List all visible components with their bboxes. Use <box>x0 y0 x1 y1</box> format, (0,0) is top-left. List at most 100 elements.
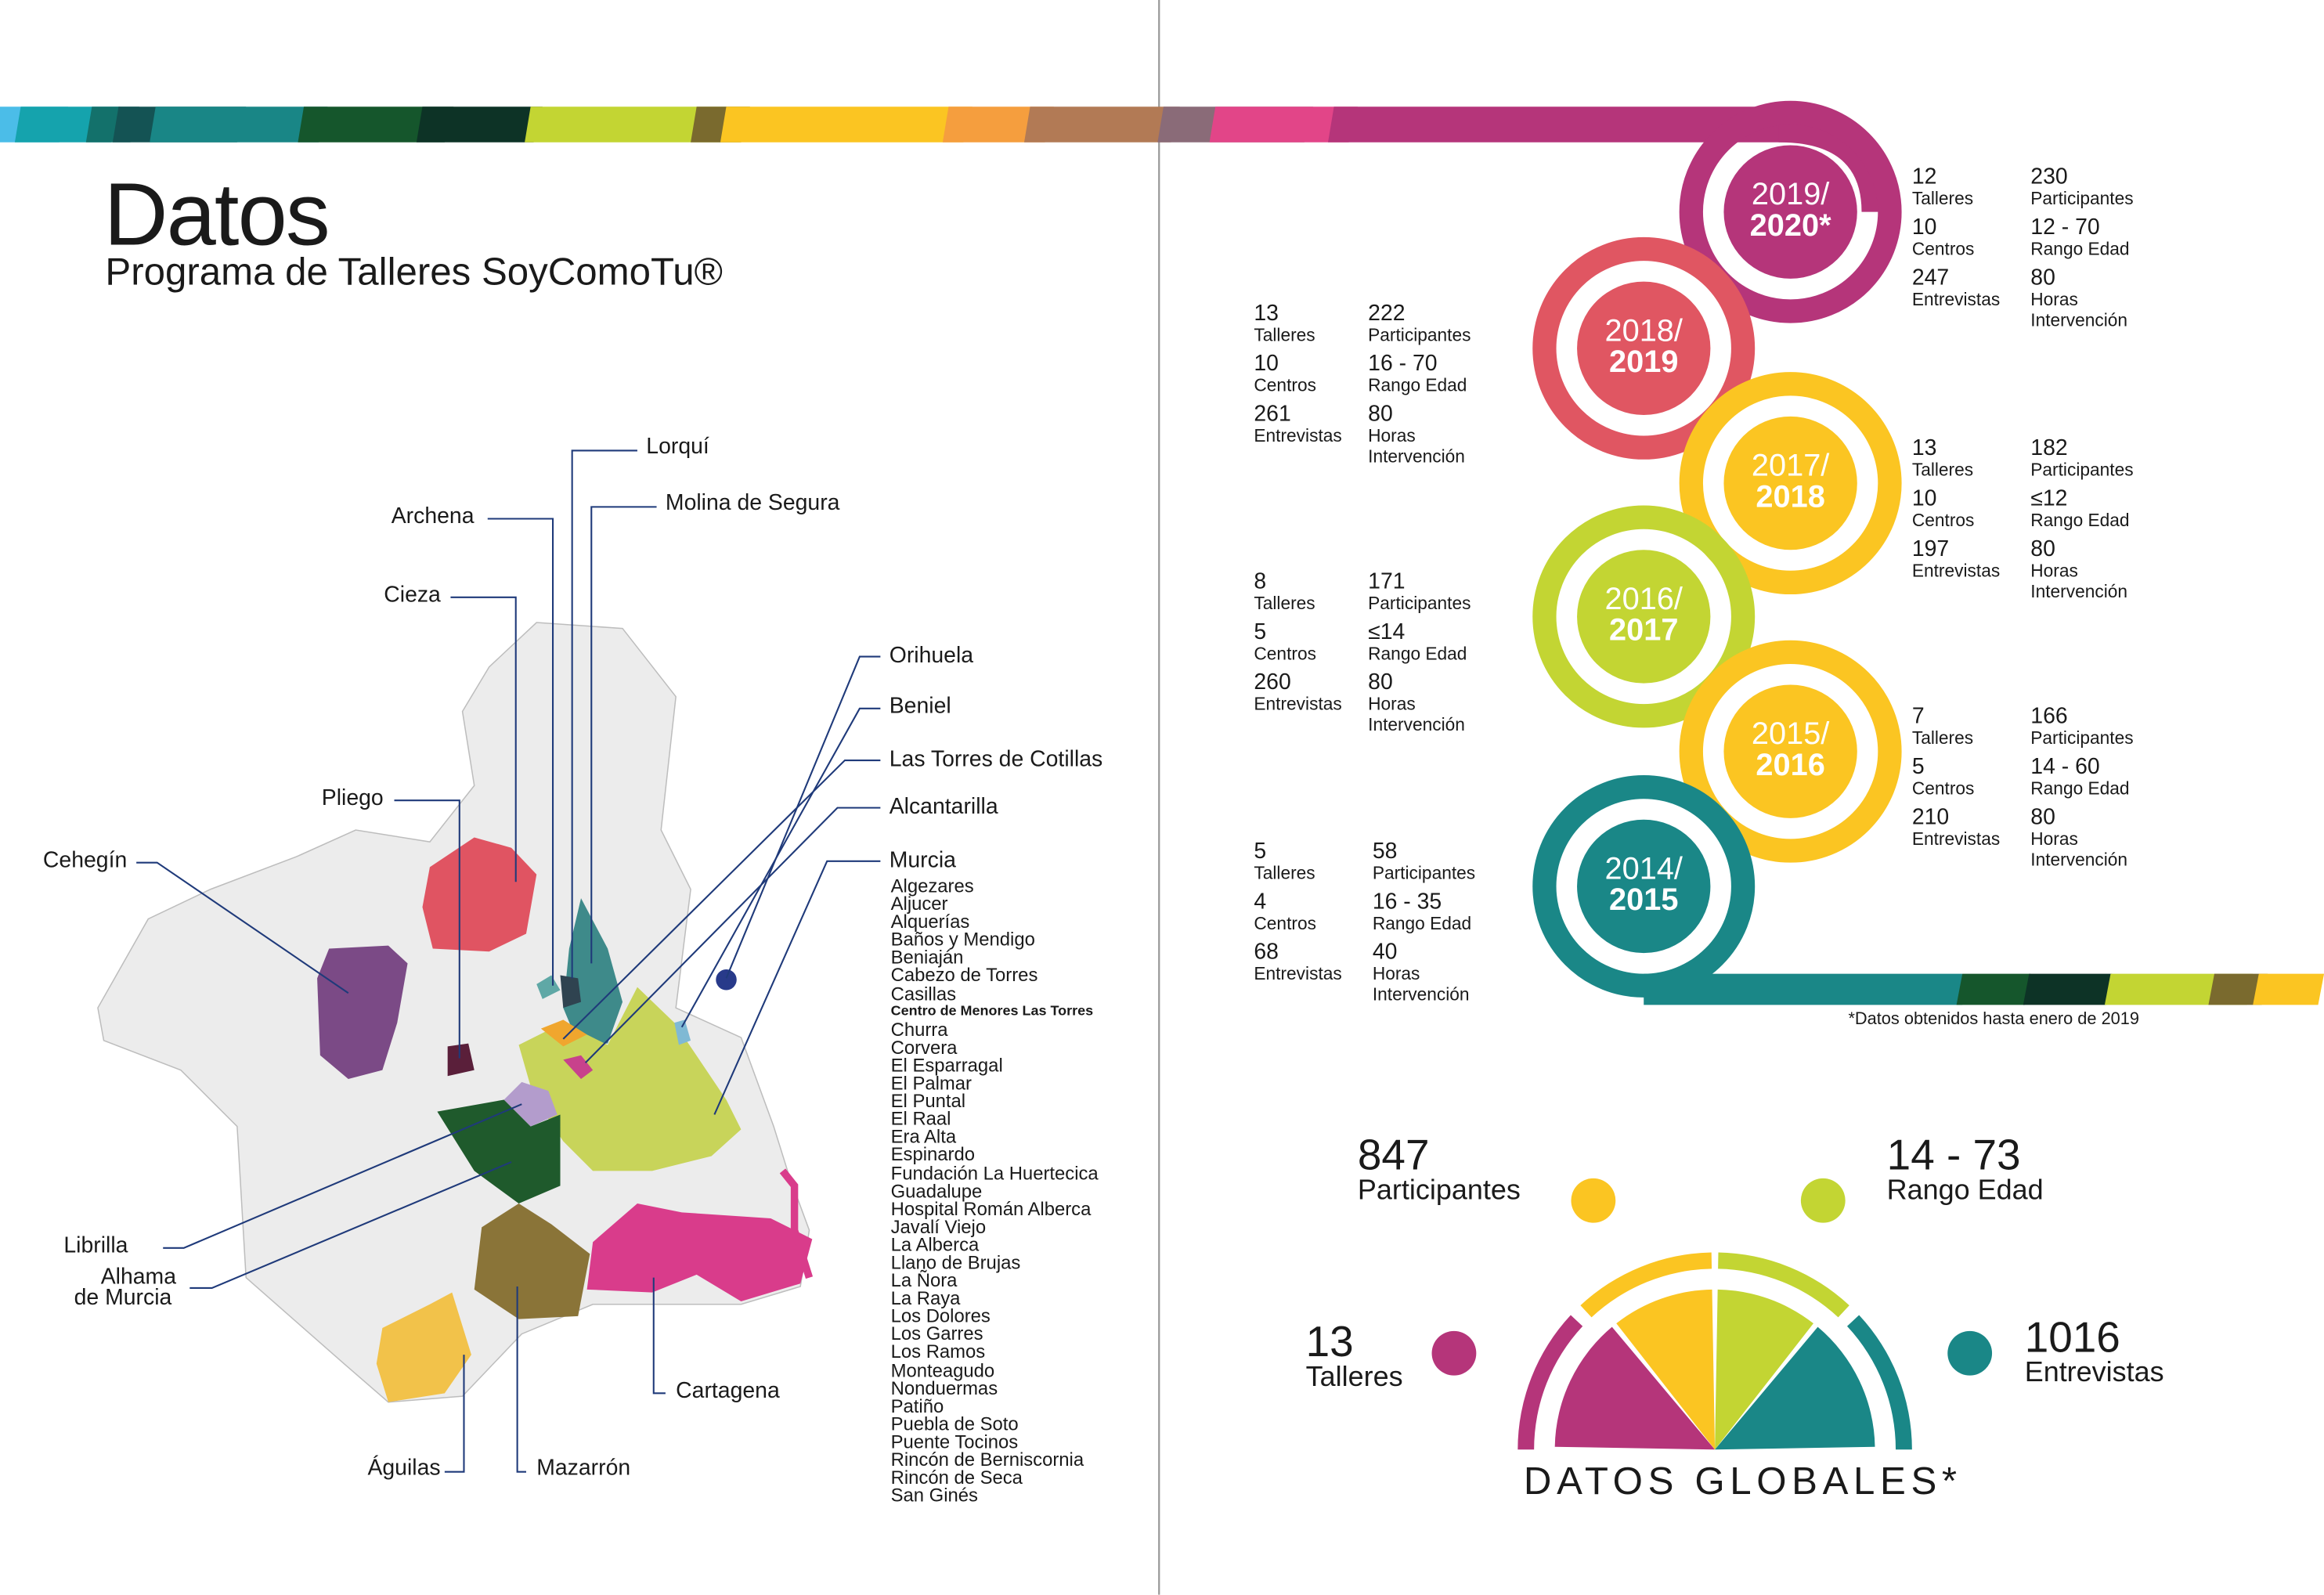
global-talleres-value: 13 <box>1305 1319 1354 1367</box>
bottom-band-segment <box>1956 973 2031 1005</box>
map-label-murcia: Murcia <box>889 847 956 873</box>
timeline-year-4: 2015/2016 <box>1723 719 1857 781</box>
map-label-cieza: Cieza <box>384 582 441 608</box>
stat-talleres-label: Talleres <box>1911 459 1974 481</box>
pedania-item: Puebla de Soto <box>890 1413 1019 1434</box>
map-region-pliego <box>447 1043 475 1077</box>
bottom-band-segment <box>2208 973 2268 1005</box>
stat-talleres-label: Talleres <box>1911 188 1974 209</box>
leader-line <box>163 1103 522 1249</box>
stat-rango-value: 14 - 60 <box>2030 754 2100 780</box>
pedania-item: Algezares <box>890 875 974 897</box>
stat-participantes-value: 230 <box>2030 164 2068 190</box>
map-region-cartagena <box>586 1203 813 1301</box>
map-region-librilla <box>503 1081 558 1127</box>
map-region-molina <box>563 898 623 1044</box>
map-marker-orihuela <box>716 969 737 991</box>
region-map <box>97 622 814 1403</box>
stat-horas-value: 80 <box>2030 804 2055 831</box>
pedania-item: Corvera <box>890 1037 958 1059</box>
stats-column: 230 Participantes 12 - 70 Rango Edad 80 Horas… <box>2030 164 2133 330</box>
stat-horas-label: Horas Intervención <box>1368 425 1465 467</box>
bottom-band-segment <box>2023 973 2113 1005</box>
stat-talleres-value: 12 <box>1911 164 1937 190</box>
stat-entrevistas-value: 261 <box>1254 401 1291 428</box>
map-label-alhama-line2: de Murcia <box>74 1285 172 1311</box>
year-end: 2015 <box>1609 883 1679 918</box>
pedania-item: Cabezo de Torres <box>890 965 1038 987</box>
pedania-item: La Raya <box>890 1288 961 1309</box>
stat-entrevistas-label: Entrevistas <box>1254 963 1342 984</box>
map-region-aguilas <box>376 1292 471 1402</box>
map-label-orihuela: Orihuela <box>889 643 974 669</box>
timeline-year-disc <box>1577 281 1711 416</box>
map-label-cehegin: Cehegín <box>42 847 128 873</box>
stat-participantes-label: Participantes <box>1368 593 1471 614</box>
map-label-alhama-line1: Alhama <box>100 1264 176 1290</box>
stat-participantes-value: 166 <box>2030 704 2068 730</box>
map-region-cehegin <box>317 945 408 1080</box>
pedania-item: El Puntal <box>890 1091 966 1112</box>
stat-talleres-label: Talleres <box>1254 862 1315 884</box>
talleres-dot <box>1431 1330 1477 1376</box>
band-segment <box>298 106 454 143</box>
gauge-wedge-rango <box>1715 1289 1813 1450</box>
timeline-year-2: 2017/2018 <box>1723 450 1857 513</box>
leader-line <box>487 518 554 986</box>
pedania-item: Puente Tocinos <box>890 1431 1019 1452</box>
stat-centros-label: Centros <box>1254 913 1316 934</box>
pedania-item: Casillas <box>890 983 957 1005</box>
stat-participantes-value: 222 <box>1368 301 1406 327</box>
stat-horas-label: Horas Intervención <box>1372 963 1470 1005</box>
map-label-alcantarilla: Alcantarilla <box>889 794 998 820</box>
map-region-archena <box>536 975 561 999</box>
pedania-item: Los Ramos <box>890 1341 986 1363</box>
bottom-band-segment <box>2253 973 2324 1005</box>
global-talleres-label: Talleres <box>1305 1362 1403 1394</box>
leader-line <box>444 1355 465 1473</box>
stat-centros-label: Centros <box>1254 643 1316 665</box>
year-start: 2018/ <box>1604 314 1683 348</box>
map-label-alhama: Alhama de Murcia <box>74 1264 176 1309</box>
pedania-item: El Esparragal <box>890 1055 1003 1077</box>
leader-line <box>394 799 460 1059</box>
stats-column: 8 Talleres 5 Centros 260 Entrevistas <box>1254 571 1341 722</box>
global-entrevistas-value: 1016 <box>2024 1315 2120 1362</box>
stat-rango-value: 16 - 70 <box>1368 351 1438 377</box>
timeline-ring <box>1679 640 1902 863</box>
stats-column: 182 Participantes ≤12 Rango Edad 80 Horas Int… <box>2030 437 2133 601</box>
timeline-year-3: 2016/2017 <box>1577 584 1710 647</box>
stat-centros-label: Centros <box>1911 510 1975 531</box>
gauge-ring-entrevistas <box>1846 1315 1912 1450</box>
map-base <box>97 622 810 1403</box>
gauge-wedge-talleres <box>1554 1326 1716 1450</box>
gauge-wedge-participantes <box>1616 1289 1716 1450</box>
participantes-dot <box>1571 1178 1616 1223</box>
map-label-pliego: Pliego <box>321 785 384 811</box>
band-segment <box>1328 106 1799 143</box>
pedania-item: San Ginés <box>890 1485 978 1507</box>
pedania-item: Monteagudo <box>890 1359 995 1381</box>
pedania-item: El Raal <box>890 1109 951 1130</box>
page-title: Datos <box>103 164 330 264</box>
timeline-snake <box>1532 100 2324 1005</box>
map-region-cieza <box>422 837 537 952</box>
leader-line <box>450 596 517 882</box>
stat-participantes-value: 171 <box>1368 568 1406 595</box>
map-label-librilla: Librilla <box>63 1232 128 1259</box>
footnote: *Datos obtenidos hasta enero de 2019 <box>1848 1010 2140 1029</box>
stat-centros-value: 10 <box>1254 351 1279 377</box>
pedania-item: Era Alta <box>890 1127 957 1148</box>
year-start: 2014/ <box>1604 852 1683 886</box>
timeline-year-disc <box>1577 550 1711 684</box>
page-subtitle: Programa de Talleres SoyComoTu® <box>105 249 723 294</box>
pedania-item: Fundación La Huertecica <box>890 1162 1099 1184</box>
pedania-item: Javalí Viejo <box>890 1216 987 1238</box>
stat-centros-label: Centros <box>1911 238 1975 260</box>
stats-column: 13 Talleres 10 Centros 261 Entrevistas <box>1254 302 1341 453</box>
leader-line <box>584 807 881 1063</box>
stat-entrevistas-value: 197 <box>1911 536 1950 562</box>
stat-entrevistas-label: Entrevistas <box>1911 828 2001 850</box>
timeline-year-disc <box>1723 684 1857 818</box>
